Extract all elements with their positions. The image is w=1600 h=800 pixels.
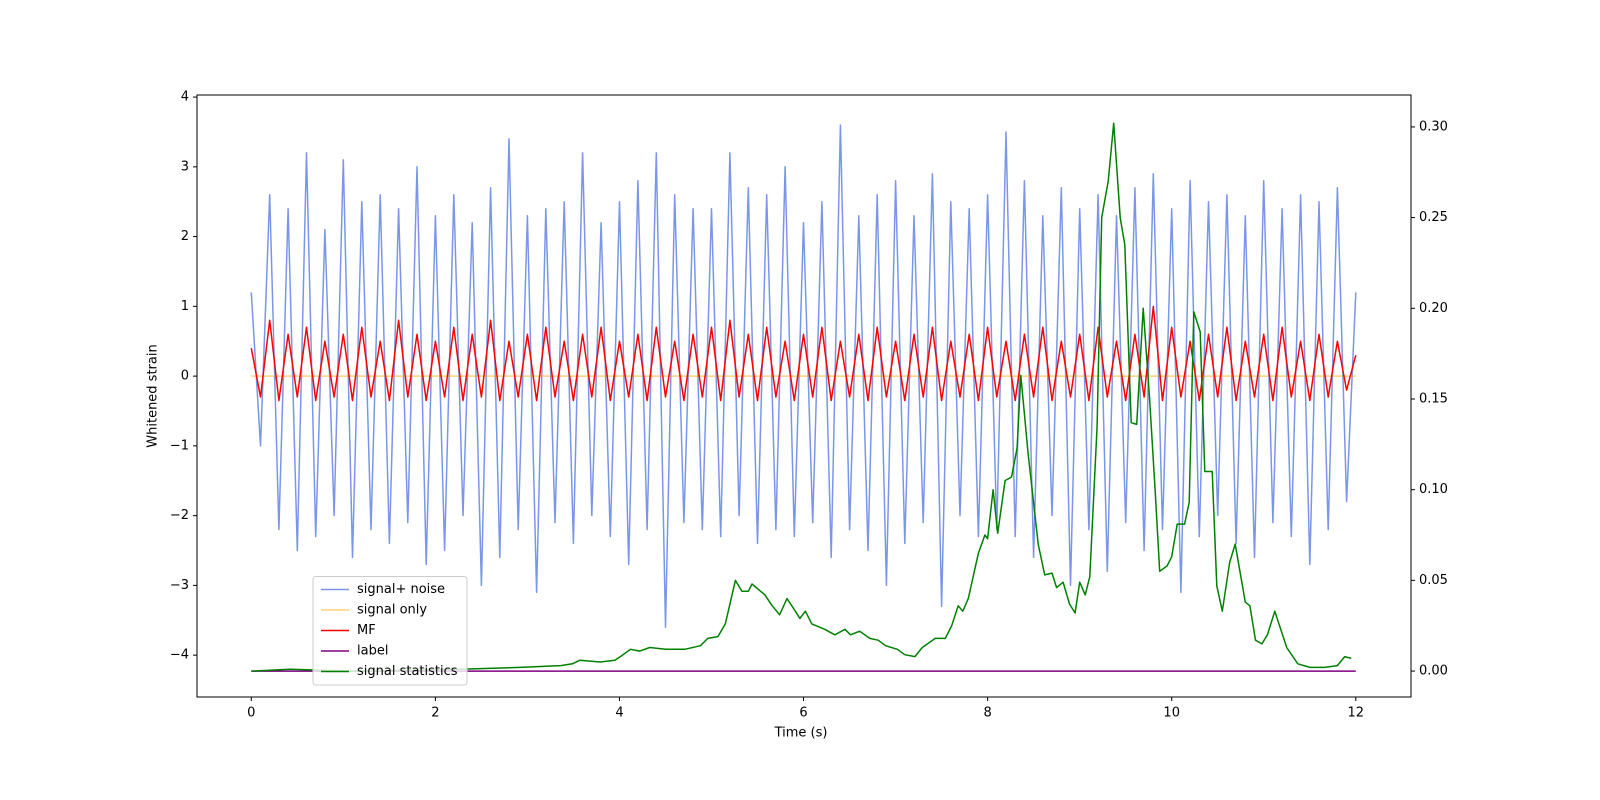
legend-label: signal only bbox=[357, 603, 427, 618]
legend-box bbox=[312, 576, 468, 686]
x-tick-label: 6 bbox=[799, 706, 807, 721]
y2-tick-label: 0.00 bbox=[1419, 664, 1448, 679]
y2-tick-label: 0.05 bbox=[1419, 573, 1448, 588]
series-line bbox=[250, 124, 1357, 628]
y-tick-label: −3 bbox=[170, 578, 189, 593]
y-tick-label: −2 bbox=[170, 508, 189, 523]
x-tick-label: 0 bbox=[247, 706, 255, 721]
y2-tick-label: 0.10 bbox=[1419, 482, 1448, 497]
x-tick-label: 4 bbox=[615, 706, 623, 721]
y-tick-label: 0 bbox=[181, 369, 189, 384]
y-tick-label: 3 bbox=[181, 159, 189, 174]
y-tick-label: 4 bbox=[181, 90, 189, 105]
y2-tick-label: 0.25 bbox=[1419, 210, 1448, 225]
legend-label: signal statistics bbox=[357, 664, 458, 679]
legend-label: label bbox=[357, 644, 388, 659]
y2-tick-label: 0.30 bbox=[1419, 119, 1448, 134]
legend: signal+ noise signal only MF label signal st… bbox=[312, 576, 468, 686]
x-tick-label: 10 bbox=[1163, 706, 1180, 721]
y-tick-label: −1 bbox=[170, 438, 189, 453]
x-tick-label: 8 bbox=[983, 706, 991, 721]
x-tick-label: 2 bbox=[431, 706, 439, 721]
y2-tick-label: 0.15 bbox=[1419, 391, 1448, 406]
x-tick-label: 12 bbox=[1348, 706, 1365, 721]
x-axis-label: Time (s) bbox=[774, 726, 828, 741]
series-line bbox=[251, 122, 1352, 672]
legend-label: MF bbox=[357, 623, 376, 638]
y-tick-label: 1 bbox=[181, 299, 189, 314]
y-tick-label: −4 bbox=[170, 648, 189, 663]
y-tick-label: 2 bbox=[181, 229, 189, 244]
y-axis-label: Whitened strain bbox=[146, 344, 161, 447]
y2-tick-label: 0.20 bbox=[1419, 301, 1448, 316]
series-line bbox=[250, 305, 1357, 402]
legend-label: signal+ noise bbox=[357, 582, 445, 597]
